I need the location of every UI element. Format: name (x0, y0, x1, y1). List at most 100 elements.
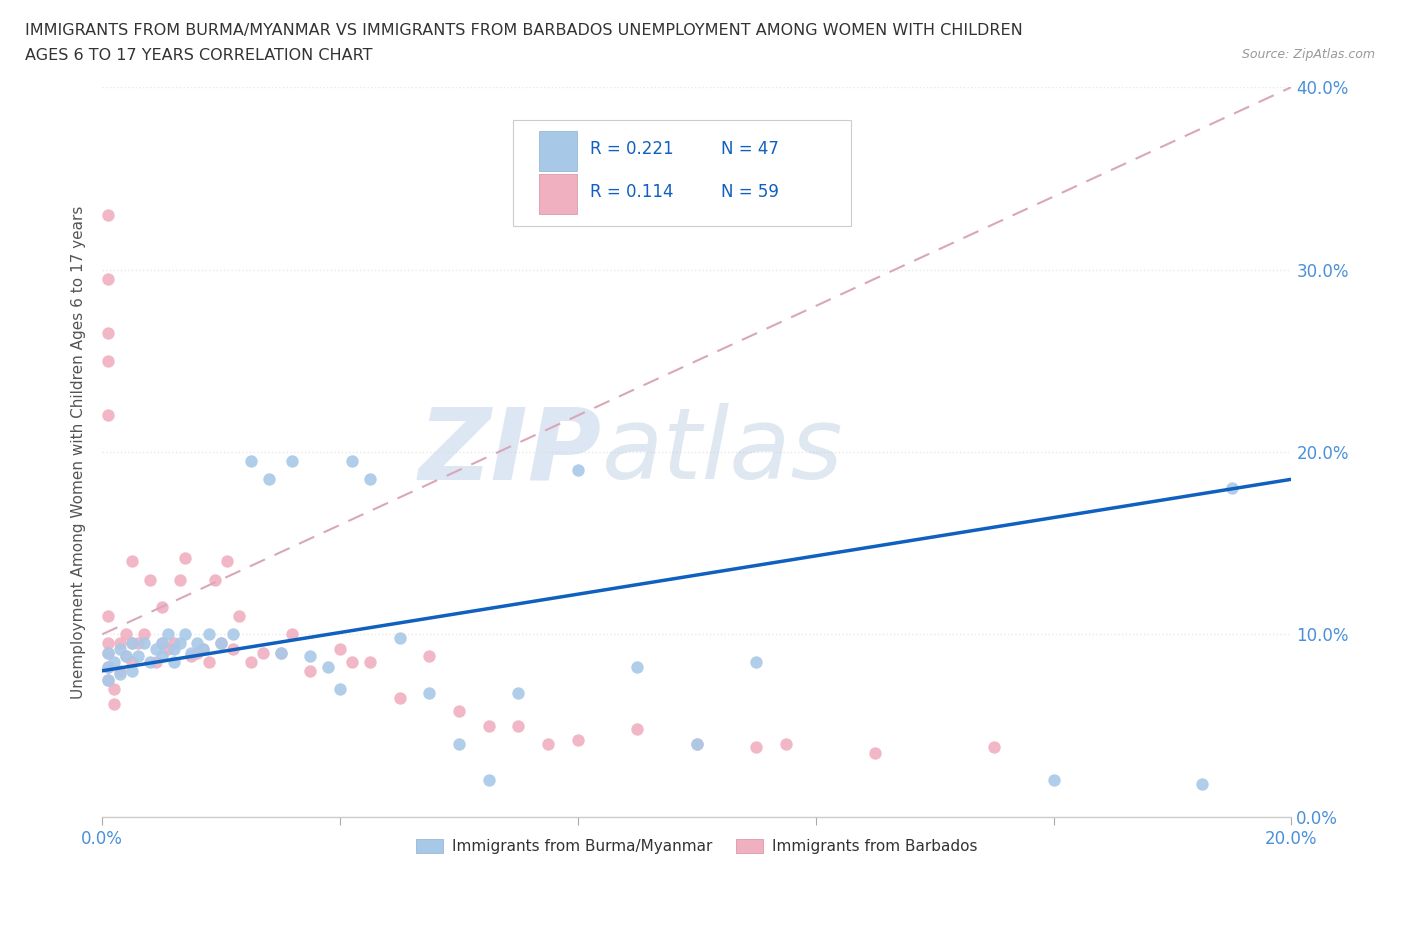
Point (180, 649, 202, 664)
Point (174, 627, 197, 642)
Point (150, 636, 173, 651)
Point (299, 663, 322, 678)
Point (186, 636, 208, 651)
Text: AGES 6 TO 17 YEARS CORRELATION CHART: AGES 6 TO 17 YEARS CORRELATION CHART (25, 48, 373, 63)
Point (193, 642, 215, 657)
Point (121, 636, 143, 651)
Point (132, 636, 155, 651)
Text: atlas: atlas (602, 404, 844, 500)
Point (97, 672, 120, 687)
Point (97, 645, 120, 660)
Point (217, 554, 239, 569)
Point (447, 703, 470, 718)
Point (174, 551, 197, 565)
Point (478, 773, 501, 788)
Point (340, 454, 363, 469)
Point (150, 649, 173, 664)
Point (97, 272, 120, 286)
Point (626, 659, 648, 674)
Point (626, 722, 648, 737)
Point (162, 642, 184, 657)
Point (329, 682, 352, 697)
Point (508, 685, 530, 700)
Text: IMMIGRANTS FROM BURMA/MYANMAR VS IMMIGRANTS FROM BARBADOS UNEMPLOYMENT AMONG WOM: IMMIGRANTS FROM BURMA/MYANMAR VS IMMIGRA… (25, 23, 1024, 38)
Point (257, 472, 280, 486)
FancyBboxPatch shape (538, 174, 576, 214)
Point (1191, 777, 1213, 791)
Text: ZIP: ZIP (419, 404, 602, 500)
Legend: Immigrants from Burma/Myanmar, Immigrants from Barbados: Immigrants from Burma/Myanmar, Immigrant… (409, 832, 984, 860)
Point (97, 326, 120, 340)
Point (156, 627, 179, 642)
Point (103, 682, 125, 697)
FancyBboxPatch shape (538, 131, 576, 171)
Point (103, 654, 125, 669)
Point (121, 554, 143, 569)
Point (108, 663, 131, 678)
Point (132, 627, 155, 642)
Point (775, 737, 797, 751)
Point (150, 600, 173, 615)
Point (156, 642, 179, 657)
Point (567, 733, 589, 748)
Point (537, 737, 560, 751)
Point (418, 649, 440, 664)
Point (115, 627, 138, 642)
Point (162, 654, 184, 669)
Point (186, 645, 208, 660)
Point (388, 691, 411, 706)
Point (204, 572, 226, 587)
Point (745, 740, 768, 755)
Point (162, 636, 184, 651)
Point (139, 654, 162, 669)
Point (447, 737, 470, 751)
Point (97, 645, 120, 660)
Point (198, 654, 221, 669)
Point (209, 636, 232, 651)
Point (169, 572, 191, 587)
Point (115, 649, 138, 664)
Point (97, 408, 120, 423)
Point (97, 608, 120, 623)
Point (222, 642, 245, 657)
Point (745, 654, 768, 669)
Point (139, 572, 162, 587)
Point (316, 659, 339, 674)
Point (388, 631, 411, 645)
Point (193, 642, 215, 657)
Point (145, 654, 167, 669)
Point (180, 645, 202, 660)
Point (209, 636, 232, 651)
Point (281, 454, 304, 469)
Y-axis label: Unemployment Among Women with Children Ages 6 to 17 years: Unemployment Among Women with Children A… (72, 206, 86, 698)
Point (508, 718, 530, 733)
Text: R = 0.221: R = 0.221 (589, 140, 673, 158)
Point (478, 718, 501, 733)
Point (121, 654, 143, 669)
Point (97, 672, 120, 687)
Point (228, 608, 250, 623)
Point (108, 642, 131, 657)
Point (270, 645, 292, 660)
Point (418, 685, 440, 700)
Point (686, 737, 709, 751)
Point (97, 207, 120, 222)
Point (97, 636, 120, 651)
Point (359, 472, 381, 486)
Point (145, 642, 167, 657)
Point (108, 636, 131, 651)
Point (299, 649, 322, 664)
Point (97, 353, 120, 368)
Point (108, 667, 131, 682)
Point (686, 737, 709, 751)
Point (329, 642, 352, 657)
FancyBboxPatch shape (513, 120, 852, 226)
Point (127, 636, 149, 651)
Point (97, 659, 120, 674)
Point (121, 636, 143, 651)
Point (281, 627, 304, 642)
Point (1042, 773, 1064, 788)
Point (127, 649, 149, 664)
Point (567, 463, 589, 478)
Point (198, 627, 221, 642)
